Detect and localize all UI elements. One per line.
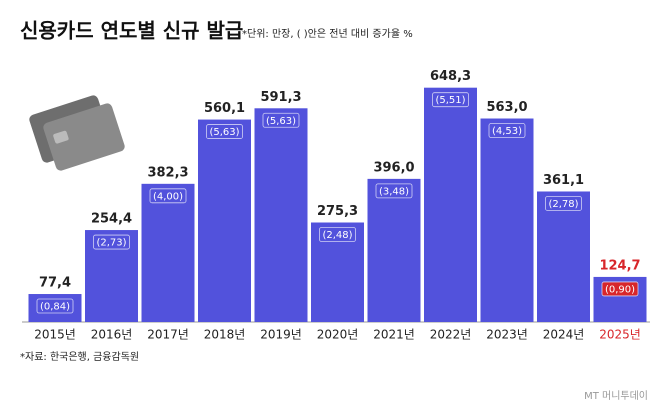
rate-label: (5,63) xyxy=(266,116,296,127)
x-tick-label: 2017년 xyxy=(147,328,189,342)
x-tick-label: 2019년 xyxy=(260,328,302,342)
bar xyxy=(480,118,534,322)
rate-box xyxy=(488,123,526,138)
rate-box xyxy=(545,196,582,211)
card-icon xyxy=(29,95,125,171)
rate-label: (4,53) xyxy=(492,126,522,137)
value-label: 591,3 xyxy=(260,90,301,105)
source: *자료: 한국은행, 금융감독원 xyxy=(20,351,139,363)
rate-box xyxy=(319,227,356,242)
value-label: 77,4 xyxy=(39,276,71,291)
value-label: 563,0 xyxy=(486,100,527,115)
value-label: 560,1 xyxy=(204,101,245,116)
rate-box xyxy=(206,124,243,139)
x-tick-label: 2025년 xyxy=(599,328,641,342)
x-tick-label: 2018년 xyxy=(204,328,246,342)
rate-box xyxy=(375,183,413,199)
x-tick-label: 2023년 xyxy=(486,328,528,342)
watermark: MT 머니투데이 xyxy=(584,390,648,402)
value-label: 361,1 xyxy=(543,173,584,188)
value-label: 648,3 xyxy=(430,69,471,84)
rate-label: (2,48) xyxy=(322,230,352,241)
rate-box xyxy=(262,112,300,128)
value-label: 382,3 xyxy=(147,165,188,180)
value-label: 124,7 xyxy=(599,258,640,273)
bar xyxy=(141,183,195,322)
bar xyxy=(537,191,590,322)
rate-box xyxy=(93,234,130,250)
rate-label: (2,73) xyxy=(96,238,126,249)
chart-title: 신용카드 연도별 신규 발급 xyxy=(20,19,243,43)
rate-label: (0,90) xyxy=(605,284,635,295)
value-label: 396,0 xyxy=(373,160,414,175)
x-tick-label: 2015년 xyxy=(34,328,76,342)
value-label: 254,4 xyxy=(91,212,132,227)
x-tick-label: 2016년 xyxy=(91,328,133,342)
rate-box xyxy=(601,281,639,297)
rate-box xyxy=(36,298,74,314)
rate-label: (5,63) xyxy=(209,127,239,138)
rate-label: (2,78) xyxy=(548,199,578,210)
bar xyxy=(424,87,477,323)
rate-box xyxy=(149,188,187,204)
x-tick-label: 2022년 xyxy=(430,328,472,342)
rate-box xyxy=(432,92,469,108)
subtitle: *단위: 만장, ( )안은 전년 대비 증가율 % xyxy=(242,27,413,40)
x-tick-label: 2021년 xyxy=(373,328,415,342)
bar xyxy=(198,119,251,322)
x-tick-label: 2020년 xyxy=(317,328,359,342)
x-tick-label: 2024년 xyxy=(543,328,585,342)
value-label: 275,3 xyxy=(317,204,358,219)
rate-label: (0,84) xyxy=(40,302,70,313)
rate-label: (5,51) xyxy=(435,95,465,106)
bar xyxy=(254,108,308,322)
rate-label: (4,00) xyxy=(153,191,183,202)
rate-label: (3,48) xyxy=(379,186,409,197)
bar xyxy=(367,178,421,322)
